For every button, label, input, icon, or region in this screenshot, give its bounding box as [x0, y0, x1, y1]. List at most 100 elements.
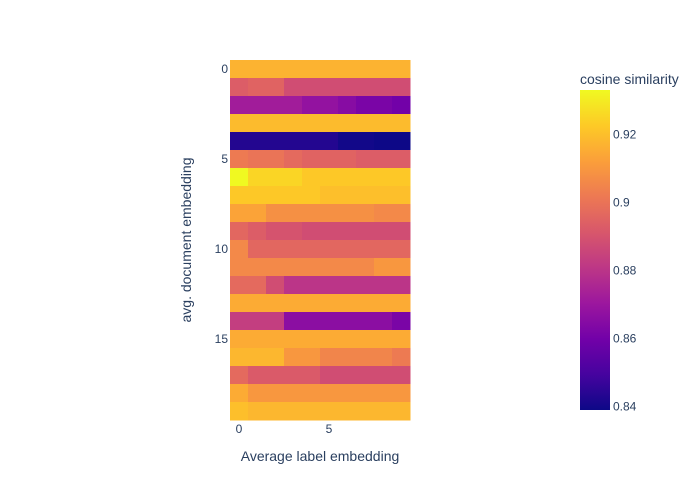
heatmap-cell [230, 312, 249, 331]
heatmap-cell [356, 96, 375, 115]
heatmap-cell [230, 258, 249, 277]
heatmap-cell [266, 384, 285, 403]
colorbar-ticks: 0.84 0.86 0.88 0.9 0.92 [613, 127, 637, 413]
heatmap-cell [320, 204, 339, 223]
heatmap-cell [338, 78, 357, 97]
heatmap-cell [392, 330, 411, 349]
heatmap-cell [392, 402, 411, 421]
heatmap-cell [266, 132, 285, 151]
heatmap-cell [248, 330, 267, 349]
heatmap-cell [302, 150, 321, 169]
heatmap-cell [284, 276, 303, 295]
heatmap-cell [374, 150, 393, 169]
heatmap-cell [266, 294, 285, 313]
heatmap-cell [284, 114, 303, 133]
heatmap-cell [284, 366, 303, 385]
heatmap-cell [266, 330, 285, 349]
heatmap-cell [248, 312, 267, 331]
heatmap-cell [284, 150, 303, 169]
heatmap-cell [266, 312, 285, 331]
heatmap-cell [284, 240, 303, 259]
heatmap-cell [374, 96, 393, 115]
heatmap-cell [302, 168, 321, 187]
heatmap-cell [284, 402, 303, 421]
heatmap-cell [230, 330, 249, 349]
heatmap-cell [356, 60, 375, 79]
heatmap-cell [356, 150, 375, 169]
heatmap-cell [230, 186, 249, 205]
heatmap-cell [392, 294, 411, 313]
heatmap-cell [338, 294, 357, 313]
heatmap-cell [338, 366, 357, 385]
heatmap-cell [302, 132, 321, 151]
heatmap-cell [302, 78, 321, 97]
heatmap-cell [338, 402, 357, 421]
heatmap-cell [392, 240, 411, 259]
heatmap-cell [302, 186, 321, 205]
heatmap-cell [374, 186, 393, 205]
heatmap-cell [338, 258, 357, 277]
heatmap-cell [374, 132, 393, 151]
heatmap-cell [302, 312, 321, 331]
heatmap-cell [320, 294, 339, 313]
heatmap-cell [320, 312, 339, 331]
heatmap-cell [320, 114, 339, 133]
heatmap-cell [392, 258, 411, 277]
heatmap-cell [266, 402, 285, 421]
heatmap-cell [320, 384, 339, 403]
heatmap-cell [266, 276, 285, 295]
heatmap-cell [230, 96, 249, 115]
heatmap-cell [302, 240, 321, 259]
colorbar-tick-label: 0.88 [613, 263, 637, 277]
heatmap-cell [338, 204, 357, 223]
heatmap-cell [320, 258, 339, 277]
heatmap-cell [338, 384, 357, 403]
heatmap-cell [302, 204, 321, 223]
heatmap-cell [392, 78, 411, 97]
heatmap-cell [356, 168, 375, 187]
heatmap-cell [356, 330, 375, 349]
heatmap-cell [374, 384, 393, 403]
heatmap-cell [356, 402, 375, 421]
heatmap-cell [320, 402, 339, 421]
heatmap-cell [374, 114, 393, 133]
heatmap-cell [356, 312, 375, 331]
heatmap-cell [374, 276, 393, 295]
y-tick-label: 5 [221, 152, 228, 166]
heatmap-cell [302, 114, 321, 133]
heatmap-cell [230, 114, 249, 133]
heatmap-cell [302, 276, 321, 295]
heatmap-cell [248, 78, 267, 97]
heatmap-cell [320, 276, 339, 295]
heatmap-cell [284, 132, 303, 151]
heatmap-cells [230, 60, 411, 421]
heatmap-cell [248, 186, 267, 205]
y-axis-ticks: 0 5 10 15 [215, 62, 229, 346]
heatmap-cell [392, 60, 411, 79]
heatmap-cell [284, 168, 303, 187]
heatmap-cell [266, 258, 285, 277]
heatmap-cell [248, 96, 267, 115]
heatmap-cell [302, 60, 321, 79]
heatmap-cell [320, 96, 339, 115]
heatmap-cell [284, 96, 303, 115]
heatmap-cell [230, 348, 249, 367]
heatmap-cell [374, 168, 393, 187]
heatmap-cell [356, 222, 375, 241]
heatmap-cell [392, 132, 411, 151]
heatmap-cell [338, 222, 357, 241]
heatmap-cell [320, 78, 339, 97]
heatmap-cell [248, 258, 267, 277]
heatmap-cell [320, 168, 339, 187]
heatmap-cell [230, 366, 249, 385]
heatmap-cell [392, 276, 411, 295]
heatmap-cell [230, 168, 249, 187]
heatmap-cell [266, 222, 285, 241]
heatmap-cell [374, 366, 393, 385]
heatmap-cell [356, 78, 375, 97]
heatmap-cell [338, 276, 357, 295]
heatmap-cell [248, 384, 267, 403]
heatmap-cell [230, 294, 249, 313]
heatmap-cell [266, 60, 285, 79]
